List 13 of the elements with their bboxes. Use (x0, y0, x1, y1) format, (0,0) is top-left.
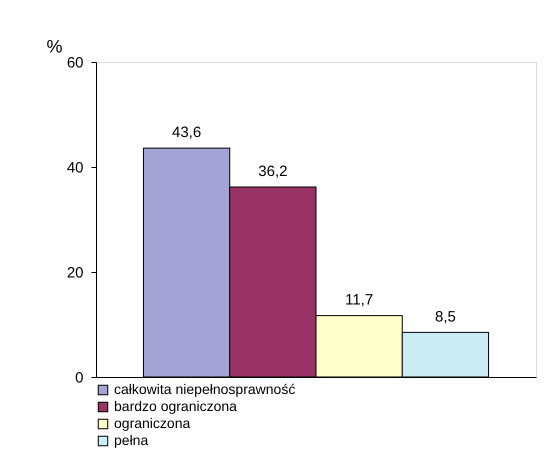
data-label: 43,6 (172, 124, 202, 142)
data-label: 11,7 (345, 292, 374, 309)
data-label: 8,5 (434, 308, 456, 326)
legend-label: bardzo ograniczona (114, 398, 238, 414)
y-tick-label: 20 (66, 264, 84, 282)
legend-label: ograniczona (114, 415, 190, 431)
legend-label: pełna (114, 432, 148, 448)
y-tick-label: 40 (66, 160, 84, 176)
y-axis-title: % (46, 36, 63, 56)
legend-label: całkowita niepełnosprawność (114, 381, 296, 397)
y-tick-label: 60 (66, 54, 84, 72)
y-tick-label: 0 (75, 370, 84, 386)
data-label: 36,2 (258, 162, 288, 180)
